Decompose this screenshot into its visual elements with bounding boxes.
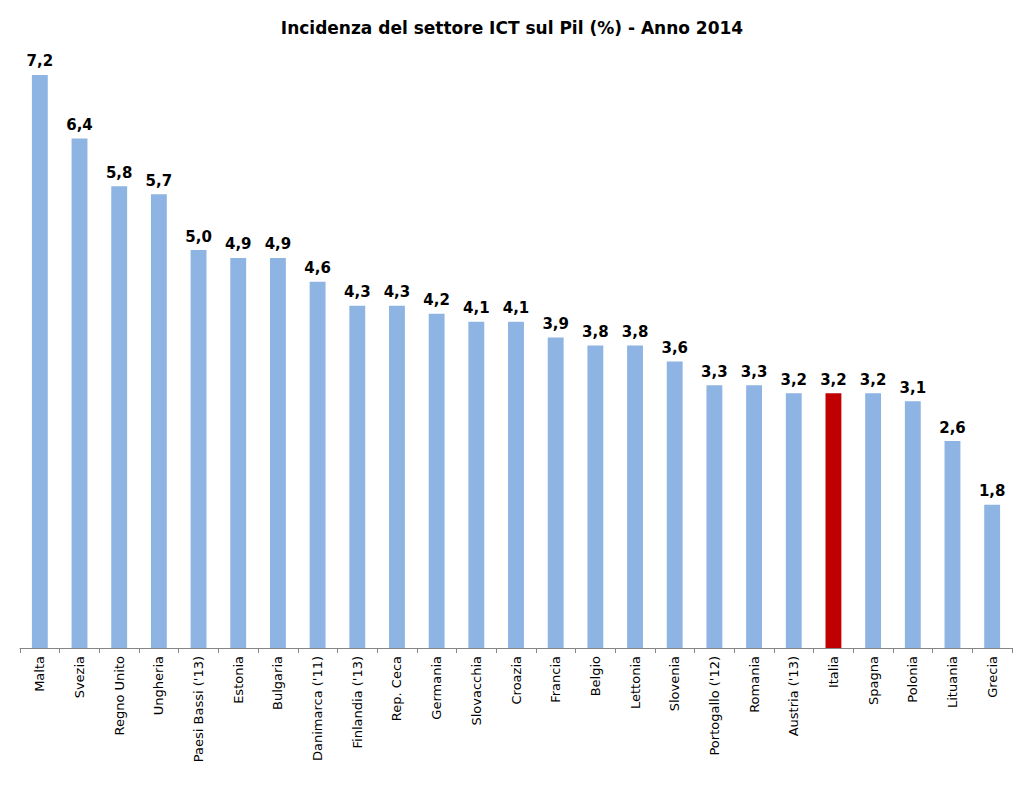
svg-text:2,6: 2,6	[939, 419, 966, 437]
svg-text:Italia: Italia	[826, 656, 841, 688]
svg-text:5,0: 5,0	[185, 228, 212, 246]
svg-text:4,6: 4,6	[304, 259, 331, 277]
svg-text:4,9: 4,9	[225, 235, 252, 253]
svg-text:Finlandia ('13): Finlandia ('13)	[350, 656, 365, 748]
svg-text:4,3: 4,3	[384, 283, 411, 301]
svg-text:Regno Unito: Regno Unito	[112, 656, 127, 735]
svg-text:3,2: 3,2	[820, 371, 847, 389]
svg-text:Croazia: Croazia	[509, 656, 524, 704]
svg-text:1,8: 1,8	[979, 482, 1006, 500]
svg-text:Malta: Malta	[32, 656, 47, 692]
svg-text:Belgio: Belgio	[588, 656, 603, 696]
svg-text:Germania: Germania	[429, 656, 444, 720]
svg-text:Danimarca ('11): Danimarca ('11)	[310, 656, 325, 761]
svg-text:Estonia: Estonia	[231, 656, 246, 704]
svg-text:Polonia: Polonia	[905, 656, 920, 703]
svg-text:3,6: 3,6	[661, 339, 688, 357]
svg-text:5,7: 5,7	[146, 172, 173, 190]
svg-text:3,9: 3,9	[542, 315, 569, 333]
svg-text:3,8: 3,8	[622, 323, 649, 341]
svg-text:Grecia: Grecia	[985, 656, 1000, 698]
svg-text:Ungheria: Ungheria	[151, 656, 166, 715]
svg-text:Incidenza del settore ICT sul: Incidenza del settore ICT sul Pil (%) - …	[281, 18, 744, 38]
svg-text:Spagna: Spagna	[866, 656, 881, 705]
svg-text:Slovenia: Slovenia	[667, 656, 682, 711]
svg-text:3,3: 3,3	[741, 363, 768, 381]
svg-text:4,2: 4,2	[423, 291, 450, 309]
svg-text:3,2: 3,2	[780, 371, 807, 389]
svg-text:Rep. Ceca: Rep. Ceca	[389, 656, 404, 721]
svg-text:3,2: 3,2	[860, 371, 887, 389]
svg-text:3,8: 3,8	[582, 323, 609, 341]
svg-text:Paesi Bassi ('13): Paesi Bassi ('13)	[191, 656, 206, 762]
svg-text:Romania: Romania	[747, 656, 762, 713]
svg-text:4,1: 4,1	[503, 299, 530, 317]
svg-text:4,9: 4,9	[265, 235, 292, 253]
svg-text:7,2: 7,2	[27, 52, 54, 70]
svg-text:Slovacchia: Slovacchia	[469, 656, 484, 726]
svg-text:Svezia: Svezia	[72, 656, 87, 698]
svg-text:Portogallo ('12): Portogallo ('12)	[707, 656, 722, 756]
svg-text:3,3: 3,3	[701, 363, 728, 381]
svg-text:4,1: 4,1	[463, 299, 490, 317]
svg-text:4,3: 4,3	[344, 283, 371, 301]
svg-text:Francia: Francia	[548, 656, 563, 703]
svg-text:6,4: 6,4	[66, 116, 93, 134]
svg-text:Austria ('13): Austria ('13)	[786, 656, 801, 736]
svg-text:Bulgaria: Bulgaria	[270, 656, 285, 710]
svg-text:Lituania: Lituania	[945, 656, 960, 708]
svg-text:5,8: 5,8	[106, 164, 133, 182]
svg-text:3,1: 3,1	[900, 379, 927, 397]
svg-text:Lettonia: Lettonia	[628, 656, 643, 709]
